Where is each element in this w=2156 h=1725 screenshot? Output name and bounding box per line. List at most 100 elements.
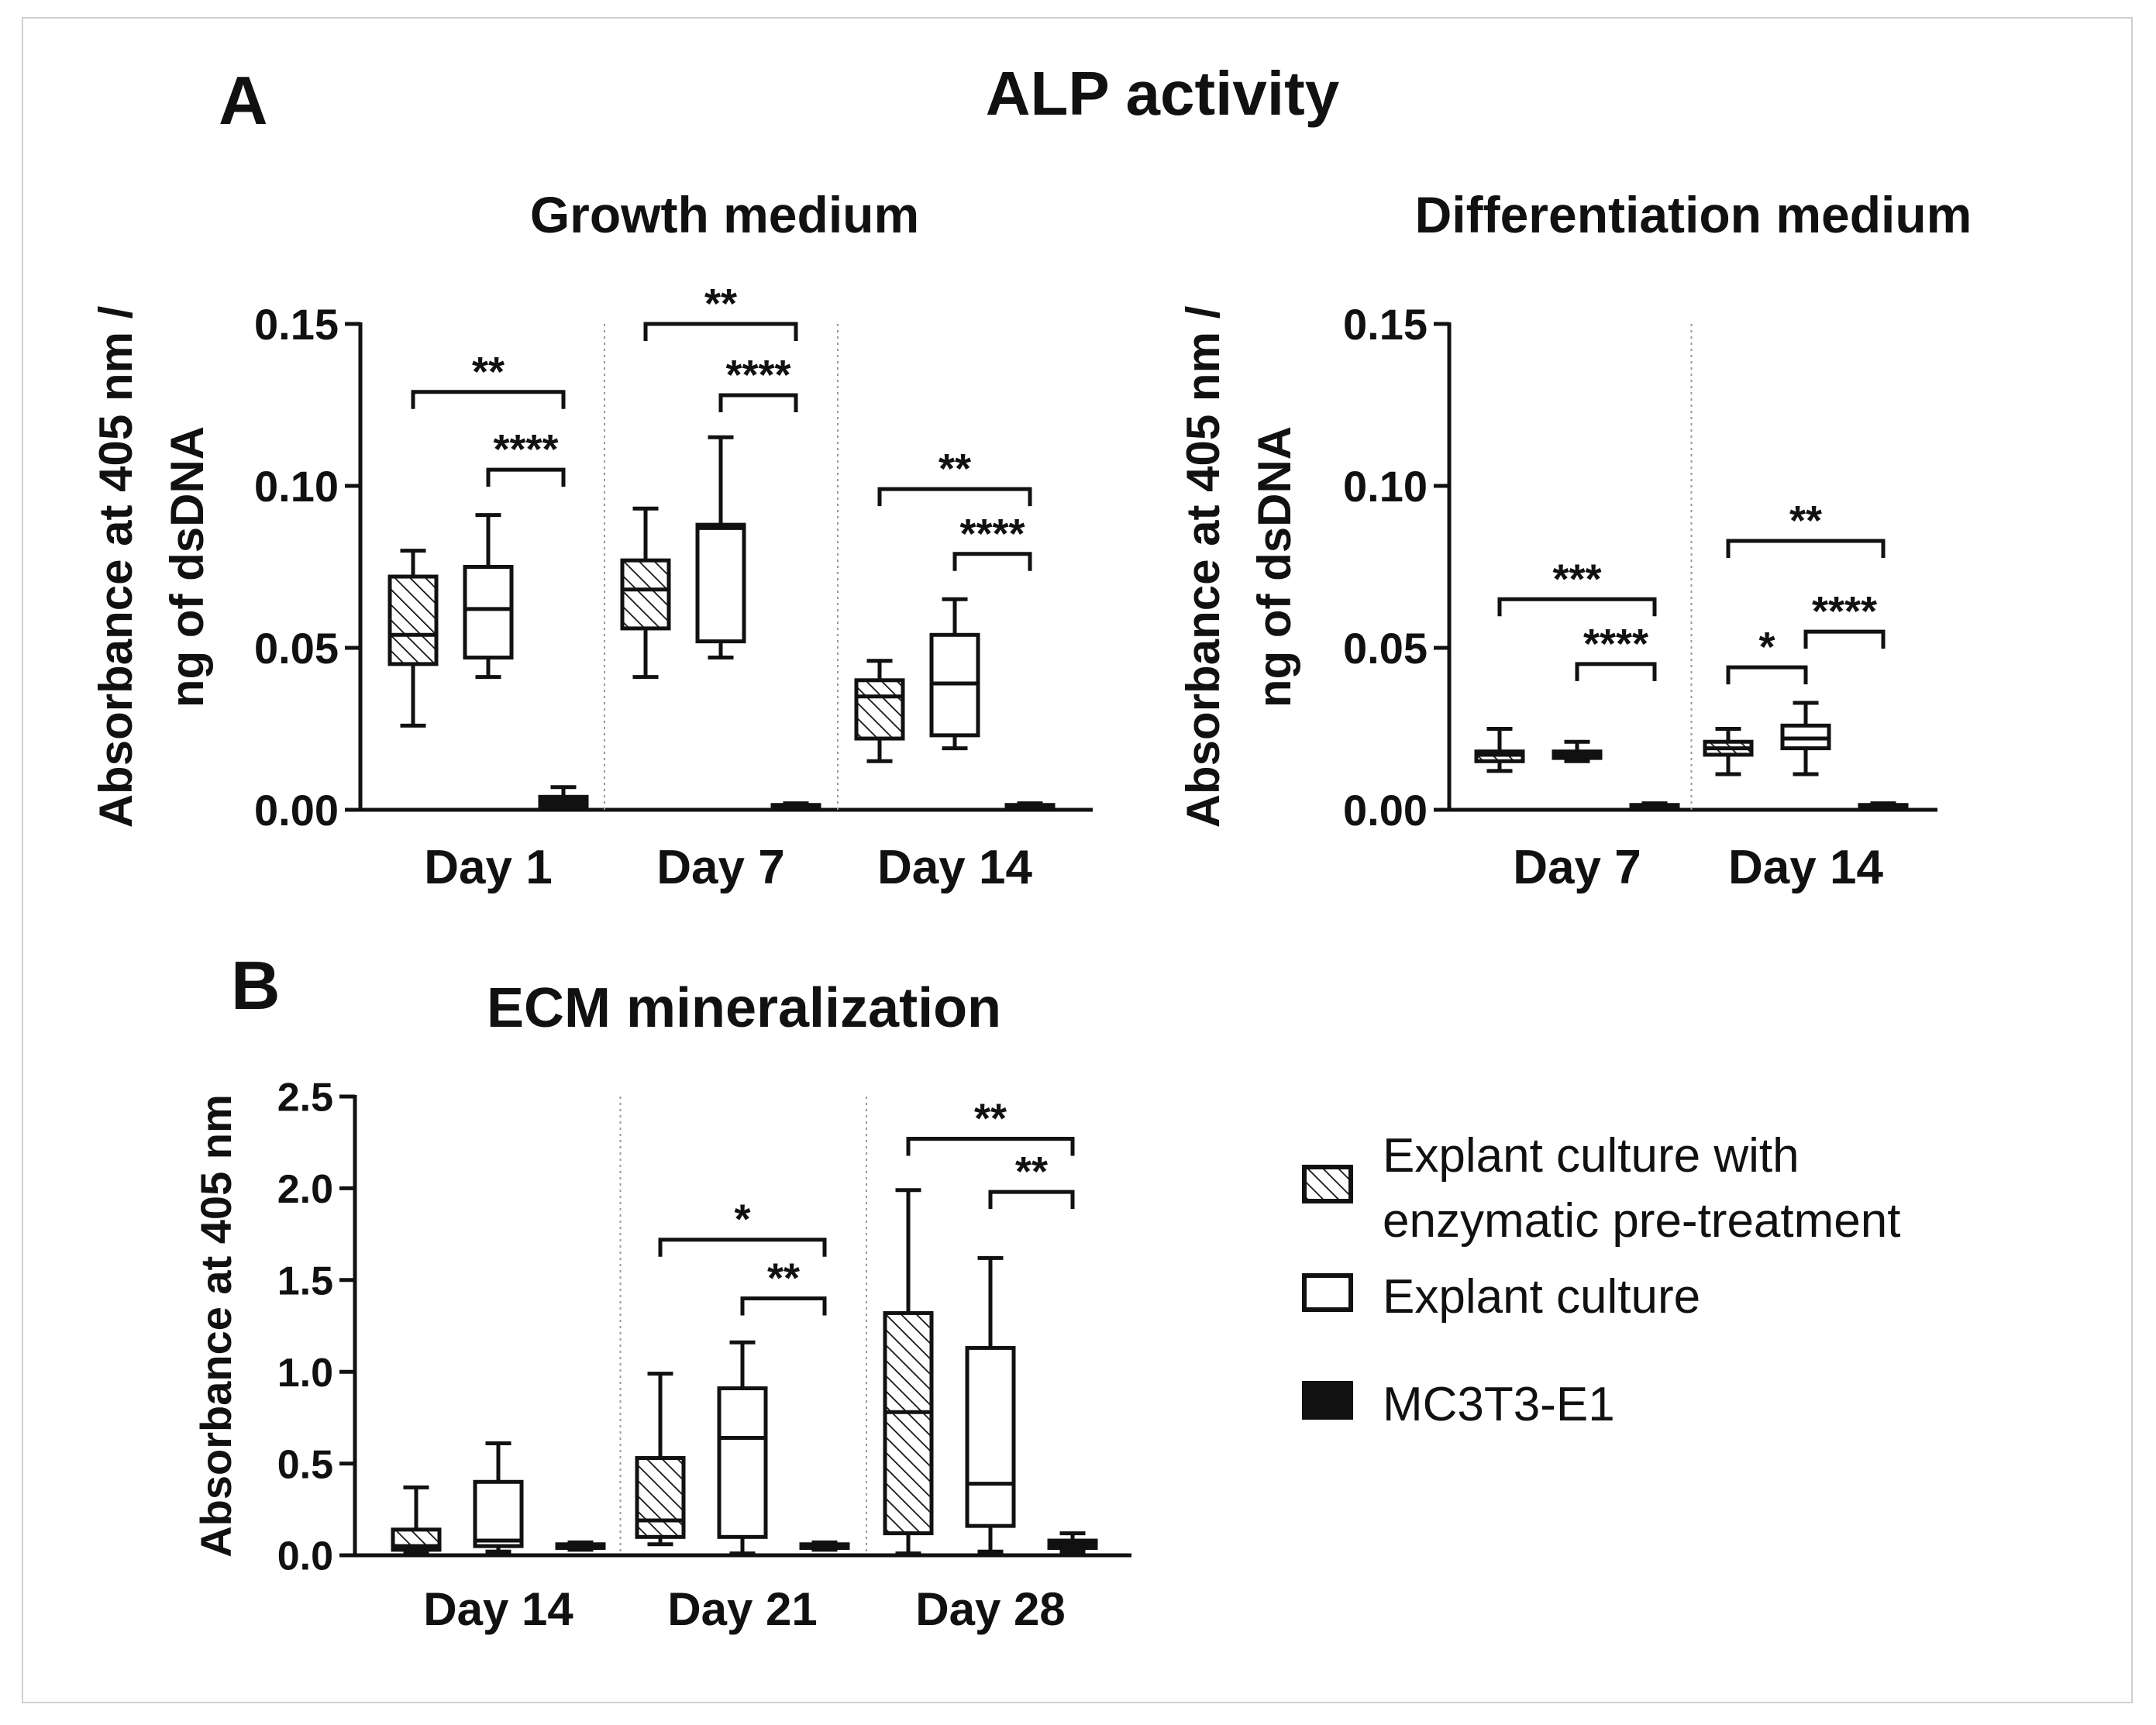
legend-label-enzymatic-line2: enzymatic pre-treatment (1383, 1194, 1900, 1248)
significance-label: **** (1583, 621, 1648, 667)
x-group-label: Day 21 (667, 1583, 817, 1635)
significance-bracket: ** (906, 1095, 1075, 1156)
legend-swatch-hatched (1302, 1165, 1353, 1203)
legend-label-mc3t3: MC3T3-E1 (1383, 1378, 1615, 1431)
significance-bracket: **** (486, 426, 566, 487)
box-iqr (635, 1455, 686, 1539)
bracket-line (988, 1190, 1075, 1210)
box-iqr (387, 574, 439, 666)
significance-bracket: **** (718, 352, 798, 412)
box-open (717, 1340, 768, 1556)
section-title-alp: ALP activity (986, 59, 1340, 128)
x-group-label: Day 14 (1728, 841, 1883, 894)
box-filled (799, 1540, 850, 1552)
x-group-label: Day 7 (656, 841, 784, 894)
significance-bracket: ** (411, 349, 566, 409)
box-filled (1629, 801, 1680, 811)
box-iqr (883, 1310, 934, 1536)
bracket-line (952, 552, 1032, 571)
significance-label: * (1758, 624, 1775, 670)
box-hatched (387, 549, 439, 728)
box-open (695, 435, 746, 660)
box-iqr (620, 558, 671, 631)
significance-label: ** (704, 281, 737, 327)
y-tick-label: 0.10 (1343, 462, 1428, 511)
significance-bracket: ** (1726, 498, 1886, 559)
y-axis-label: Absorbance at 405 nm / (1177, 305, 1229, 828)
significance-label: ** (939, 446, 971, 492)
significance-label: **** (725, 352, 790, 398)
box-hatched (620, 506, 671, 680)
legend-item-mc3t3: MC3T3-E1 (1302, 1378, 1615, 1431)
significance-label: ** (767, 1255, 800, 1301)
y-tick-label: 1.5 (277, 1259, 333, 1304)
legend-swatch-open (1302, 1273, 1353, 1312)
y-axis-label: Absorbance at 405 nm (191, 1094, 240, 1558)
significance-bracket: **** (952, 511, 1032, 571)
box-open (473, 1441, 524, 1554)
bracket-line (877, 487, 1032, 507)
box-hatched (1474, 727, 1525, 773)
bracket-line (643, 322, 798, 341)
box-filled (555, 1540, 606, 1552)
legend: Explant culture with enzymatic pre-treat… (1302, 1129, 1900, 1431)
box-hatched (854, 659, 905, 763)
y-tick-label: 0.15 (1343, 300, 1428, 349)
x-group-label: Day 14 (423, 1583, 573, 1635)
y-tick-label: 0.00 (1343, 786, 1428, 835)
legend-item-explant: Explant culture (1302, 1270, 1700, 1324)
box-iqr (965, 1345, 1016, 1528)
box-iqr (463, 565, 514, 660)
significance-label: **** (493, 426, 558, 473)
legend-swatch-filled (1302, 1381, 1353, 1420)
significance-label: ** (974, 1095, 1007, 1141)
box-filled (1004, 801, 1056, 811)
significance-label: ** (1789, 498, 1822, 544)
bracket-line (1575, 662, 1657, 681)
significance-bracket: *** (1497, 556, 1657, 617)
figure-frame (22, 17, 2133, 1703)
chart-differentiation: Differentiation medium Absorbance at 405 … (1177, 186, 1972, 894)
significance-label: **** (959, 511, 1025, 557)
significance-bracket: ** (877, 446, 1032, 507)
box-iqr (695, 522, 746, 644)
significance-bracket: * (658, 1196, 827, 1257)
box-hatched (883, 1188, 934, 1556)
significance-label: **** (1812, 588, 1877, 635)
y-tick-label: 0.10 (254, 462, 339, 511)
box-open (929, 597, 980, 751)
bracket-line (1726, 665, 1808, 685)
significance-label: * (734, 1196, 750, 1243)
x-group-label: Day 28 (915, 1583, 1065, 1635)
x-group-label: Day 1 (424, 841, 552, 894)
y-tick-label: 0.5 (277, 1442, 333, 1487)
y-axis-label: ng of dsDNA (1248, 426, 1300, 708)
y-axis-label: Absorbance at 405 nm / (90, 305, 142, 828)
y-tick-label: 0.15 (254, 300, 339, 349)
box-iqr (473, 1479, 524, 1548)
box-open (965, 1255, 1016, 1554)
y-tick-label: 0.05 (254, 624, 339, 673)
y-axis-label: ng of dsDNA (161, 426, 213, 708)
y-tick-label: 0.00 (254, 786, 339, 835)
significance-label: *** (1552, 556, 1601, 602)
box-iqr (717, 1386, 768, 1539)
bracket-line (1726, 539, 1886, 559)
box-hatched (1703, 727, 1754, 776)
chart-title: ECM mineralization (487, 977, 1001, 1039)
y-tick-label: 2.0 (277, 1167, 333, 1212)
bracket-line (1803, 629, 1886, 649)
box-hatched (391, 1485, 442, 1556)
significance-bracket: ** (988, 1148, 1075, 1210)
chart-title: Growth medium (530, 186, 919, 243)
box-filled (538, 785, 589, 811)
box-filled (1047, 1531, 1098, 1554)
y-tick-label: 0.0 (277, 1534, 333, 1579)
bracket-line (411, 390, 566, 409)
chart-title: Differentiation medium (1415, 186, 1972, 243)
legend-item-enzymatic: Explant culture with enzymatic pre-treat… (1302, 1129, 1900, 1248)
y-tick-label: 0.05 (1343, 624, 1428, 673)
bracket-line (486, 467, 566, 487)
bracket-line (1497, 597, 1657, 617)
